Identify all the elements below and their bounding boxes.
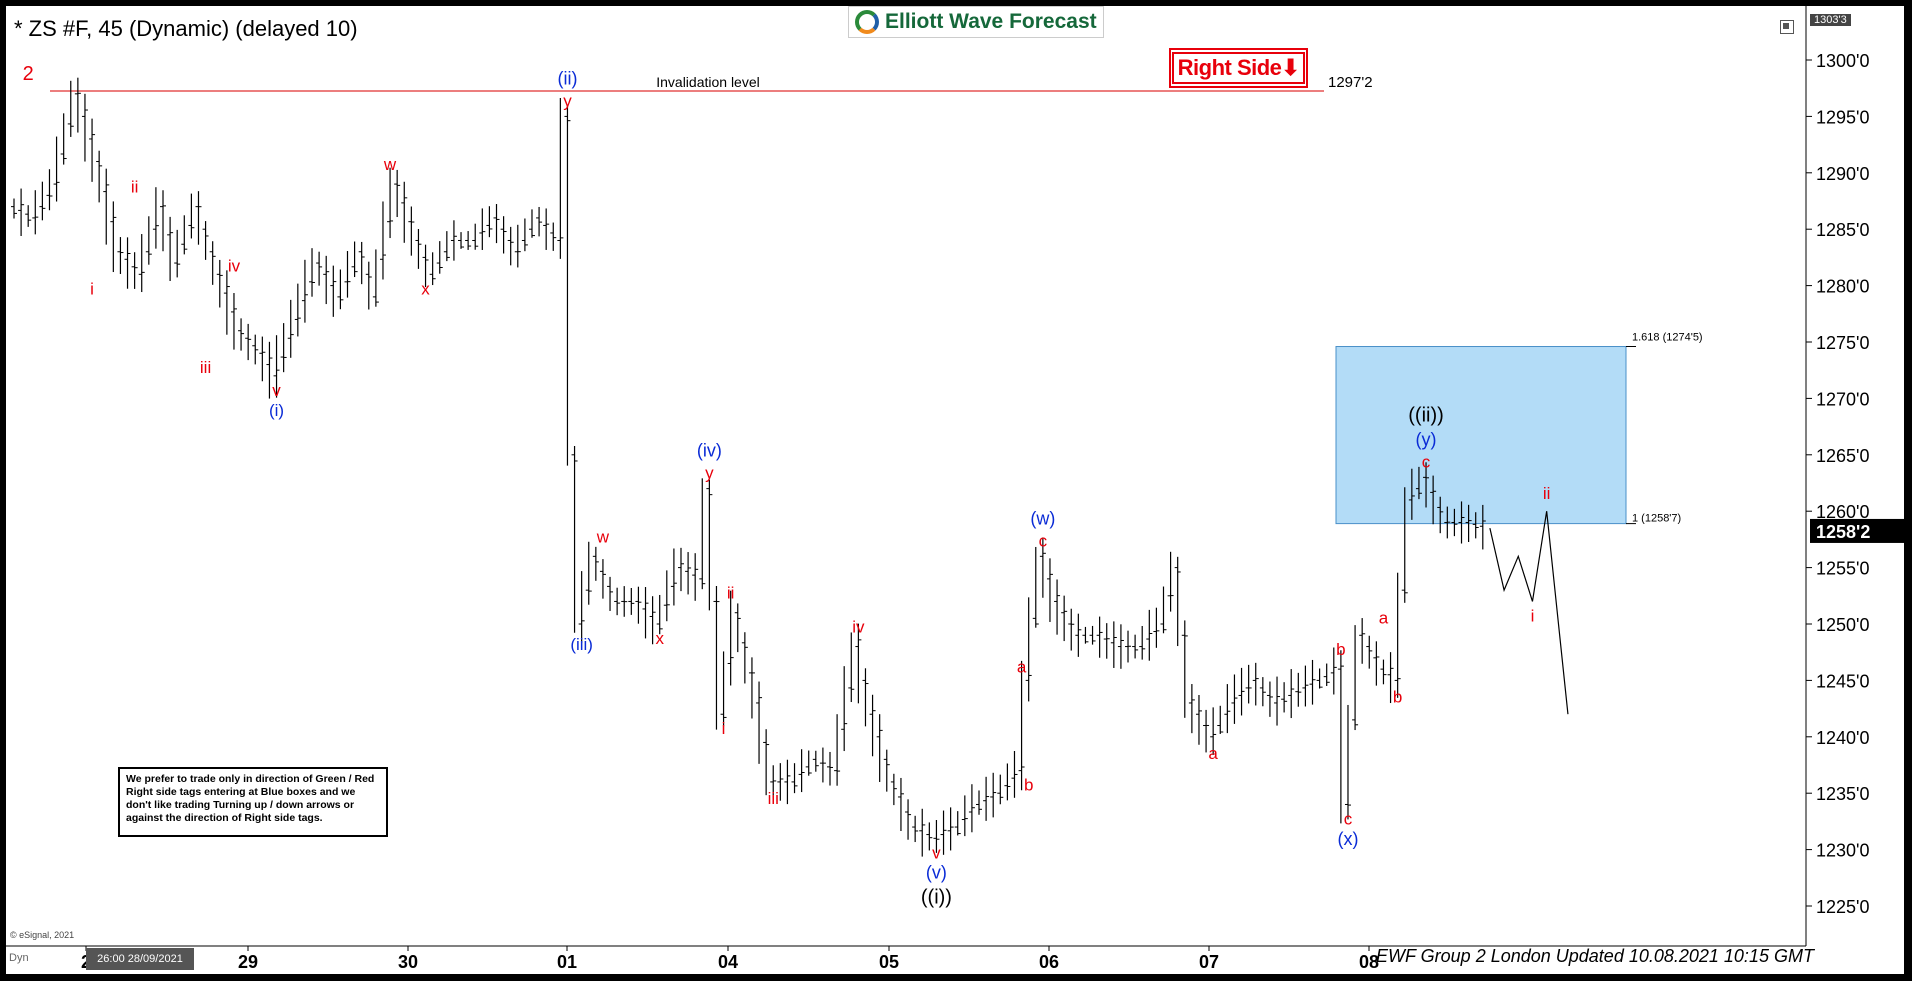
- footer-updated: EWF Group 2 London Updated 10.08.2021 10…: [1376, 946, 1814, 966]
- wave-label: ii: [1543, 484, 1551, 503]
- cursor-date-box: 26:00 28/09/2021: [86, 948, 194, 970]
- wave-label: i: [1531, 606, 1535, 625]
- wave-label: c: [1422, 452, 1431, 471]
- invalidation-price: 1297'2: [1328, 74, 1373, 91]
- wave-label: iv: [228, 257, 241, 276]
- y-tick-label: 1270'0: [1816, 389, 1870, 409]
- dyn-label: Dyn: [9, 952, 29, 964]
- x-tick-label: 30: [398, 952, 418, 972]
- wave-label: v: [272, 381, 281, 400]
- price-chart[interactable]: 1300'0 1295'0 1290'0 1285'0 1280'0 1275'0 1270…: [6, 6, 1904, 974]
- x-tick-label: 29: [238, 952, 258, 972]
- blue-box-bottom-label: 1 (1258'7): [1632, 513, 1681, 525]
- wave-label: ii: [131, 178, 139, 197]
- chart-window: 1300'0 1295'0 1290'0 1285'0 1280'0 1275'0 1270…: [6, 6, 1904, 974]
- y-tick-label: 1260'0: [1816, 502, 1870, 522]
- y-tick-label: 1295'0: [1816, 107, 1870, 127]
- logo-icon: [855, 10, 879, 34]
- y-tick-label: 1230'0: [1816, 841, 1870, 861]
- wave-label: i: [722, 719, 726, 738]
- wave-label: b: [1393, 687, 1402, 706]
- y-tick-label: 1235'0: [1816, 784, 1870, 804]
- projection-path: [1489, 511, 1569, 715]
- x-tick-label: 05: [879, 952, 899, 972]
- y-tick-label: 1250'0: [1816, 615, 1870, 635]
- wave-label: (i): [269, 401, 284, 420]
- y-tick-label: 1300'0: [1816, 51, 1870, 71]
- current-price-label: 1258'2: [1816, 522, 1870, 542]
- y-tick-label: 1245'0: [1816, 671, 1870, 691]
- wave-label: x: [655, 629, 664, 648]
- wave-label: ((i)): [921, 886, 952, 908]
- y-tick-label: 1285'0: [1816, 220, 1870, 240]
- x-tick-label: 07: [1199, 952, 1219, 972]
- wave-label: (y): [1416, 429, 1437, 449]
- y-tick-label: 1280'0: [1816, 277, 1870, 297]
- wave-label: a: [1208, 744, 1218, 763]
- wave-label: (w): [1030, 508, 1055, 528]
- wave-label: (iv): [697, 441, 722, 461]
- wave-label: (iii): [570, 635, 593, 654]
- right-side-label: Right Side⬇: [1171, 52, 1306, 84]
- wave-label: ((ii)): [1408, 404, 1444, 426]
- y-tick-label: 1290'0: [1816, 164, 1870, 184]
- y-tick-label: 1275'0: [1816, 333, 1870, 353]
- wave-label: iii: [768, 789, 779, 808]
- wave-label: iii: [200, 358, 211, 377]
- y-tick-label: 1225'0: [1816, 897, 1870, 917]
- logo-text: Elliott Wave Forecast: [885, 10, 1097, 33]
- wave-label: w: [596, 527, 610, 546]
- wave-label: ii: [727, 584, 735, 603]
- logo: Elliott Wave Forecast: [848, 6, 1104, 38]
- x-tick-label: 01: [557, 952, 577, 972]
- x-tick-label: 04: [718, 952, 738, 972]
- wave-label: a: [1379, 608, 1389, 627]
- y-tick-label: 1265'0: [1816, 446, 1870, 466]
- wave-label: b: [1336, 640, 1345, 659]
- wave-label: (v): [926, 863, 947, 883]
- top-price-label: 1303'3: [1810, 14, 1851, 26]
- wave-label: (x): [1337, 829, 1358, 849]
- wave-label: v: [932, 843, 941, 862]
- wave-label: y: [563, 91, 572, 110]
- x-tick-label: 06: [1039, 952, 1059, 972]
- copyright: © eSignal, 2021: [10, 930, 75, 940]
- blue-box-top-label: 1.618 (1274'5): [1632, 332, 1703, 344]
- wave-label: c: [1039, 531, 1048, 550]
- current-price-box: [1810, 518, 1904, 543]
- trading-note: We prefer to trade only in direction of …: [118, 767, 388, 837]
- wave-label: b: [1024, 776, 1033, 795]
- blue-box: [1335, 346, 1627, 525]
- maximize-icon[interactable]: [1780, 20, 1794, 34]
- wave-label: x: [421, 279, 430, 298]
- wave-label: i: [90, 279, 94, 298]
- y-tick-label: 1240'0: [1816, 728, 1870, 748]
- wave-label: a: [1017, 657, 1027, 676]
- x-tick-label: 08: [1359, 952, 1379, 972]
- wave-label: (ii): [557, 68, 577, 88]
- wave-label: w: [383, 155, 397, 174]
- chart-title: * ZS #F, 45 (Dynamic) (delayed 10): [14, 16, 358, 41]
- right-side-tag: Right Side⬇: [1169, 48, 1308, 88]
- invalidation-label: Invalidation level: [656, 74, 760, 90]
- y-tick-label: 1255'0: [1816, 559, 1870, 579]
- wave-label: c: [1344, 809, 1353, 828]
- wave-label: 2: [23, 63, 34, 85]
- wave-label: iv: [852, 618, 865, 637]
- wave-label: y: [705, 464, 714, 483]
